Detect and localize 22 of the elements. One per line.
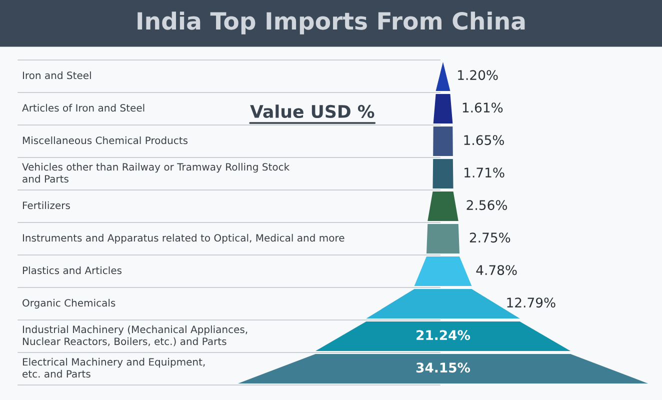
data-label: 1.65% [464,135,504,146]
category-label: Miscellaneous Chemical Products [22,136,188,144]
data-label: 12.79% [507,298,556,308]
category-label: Iron and Steel [22,71,91,80]
category-label: Instruments and Apparatus related to Optical, Medical and more [22,234,344,244]
category-label: Electrical Machinery and Equipment, etc. and Parts [22,358,205,378]
data-label: 1.71% [464,168,504,178]
data-label: 2.75% [470,232,510,243]
text: Value USD % [250,104,374,118]
data-label: 1.20% [458,70,498,80]
category-label: Industrial Machinery (Mechanical Appliances, Nuclear Reactors, Boilers, etc.) and Parts [22,325,248,346]
text: India Top Imports From China [138,12,525,34]
category-label: Fertilizers [22,201,70,210]
category-label: Plastics and Articles [22,266,122,274]
category-label: Vehicles other than Railway or Tramway Rolling Stock and Parts [22,162,290,183]
data-label: 21.24% [416,330,470,340]
data-label: 4.78% [476,265,517,276]
category-label: Organic Chemicals [22,298,116,309]
data-label: 1.61% [462,102,503,113]
data-label: 34.15% [416,362,470,373]
category-label: Articles of Iron and Steel [22,104,144,112]
data-label: 2.56% [466,200,508,210]
